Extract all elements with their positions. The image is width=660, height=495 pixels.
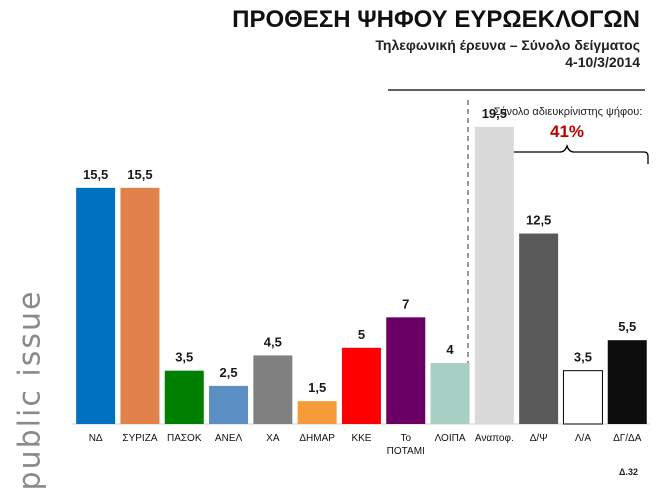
survey-date: 4-10/3/2014	[565, 54, 640, 70]
bar	[297, 401, 337, 424]
bar	[209, 385, 249, 424]
bar	[607, 340, 647, 424]
category-label: ΣΥΡΙΖΑ	[122, 433, 157, 444]
undecided-annotation-value: 41%	[550, 122, 584, 141]
category-label: ΔΗΜΑΡ	[299, 433, 335, 444]
bar	[386, 317, 426, 424]
side-strip: public issue	[0, 0, 60, 495]
value-label: 5,5	[618, 319, 636, 334]
category-label: ΝΔ	[89, 433, 103, 444]
category-label: ΑΝΕΛ	[215, 433, 243, 444]
category-label: ΠΑΣΟΚ	[167, 433, 202, 444]
category-label: ΚΚΕ	[351, 433, 371, 444]
value-label: 4	[446, 342, 454, 357]
value-label: 1,5	[308, 380, 326, 395]
value-label: 7	[402, 296, 409, 311]
bar	[474, 126, 514, 424]
value-label: 3,5	[574, 350, 592, 365]
value-label: 2,5	[220, 365, 238, 380]
value-label: 12,5	[526, 213, 551, 228]
value-label: 3,5	[175, 350, 193, 365]
bar	[253, 355, 293, 424]
value-label: 5	[358, 327, 365, 342]
chart-subtitle: Τηλεφωνική έρευνα – Σύνολο δείγματος	[375, 37, 640, 53]
value-label: 15,5	[83, 167, 108, 182]
bar	[76, 187, 116, 424]
category-label: ΔΓ/ΔΑ	[613, 433, 642, 444]
chart-title: ΠΡΟΘΕΣΗ ΨΗΦΟΥ ΕΥΡΩΕΚΛΟΓΩΝ	[232, 6, 640, 33]
value-label: 15,5	[127, 167, 152, 182]
value-label: 19,5	[482, 106, 507, 121]
category-label: ΛΟΙΠΑ	[435, 433, 466, 444]
value-label: 4,5	[264, 334, 282, 349]
category-label: Δ/Ψ	[530, 433, 548, 444]
bar	[341, 347, 381, 424]
bar	[430, 363, 470, 424]
page-number: Δ.32	[619, 467, 638, 477]
category-label: ΧΑ	[266, 433, 280, 444]
category-label: Αναποφ.	[475, 433, 514, 444]
bar	[562, 370, 603, 425]
undecided-annotation-label: Σύνολο αδιευκρίνιστης ψήφου:	[494, 106, 643, 118]
category-label: Λ/Α	[575, 433, 591, 444]
bar	[164, 370, 204, 424]
bar	[519, 233, 559, 424]
category-label: Το ΠΟΤΑΜΙ	[387, 433, 425, 457]
bar	[120, 187, 160, 424]
